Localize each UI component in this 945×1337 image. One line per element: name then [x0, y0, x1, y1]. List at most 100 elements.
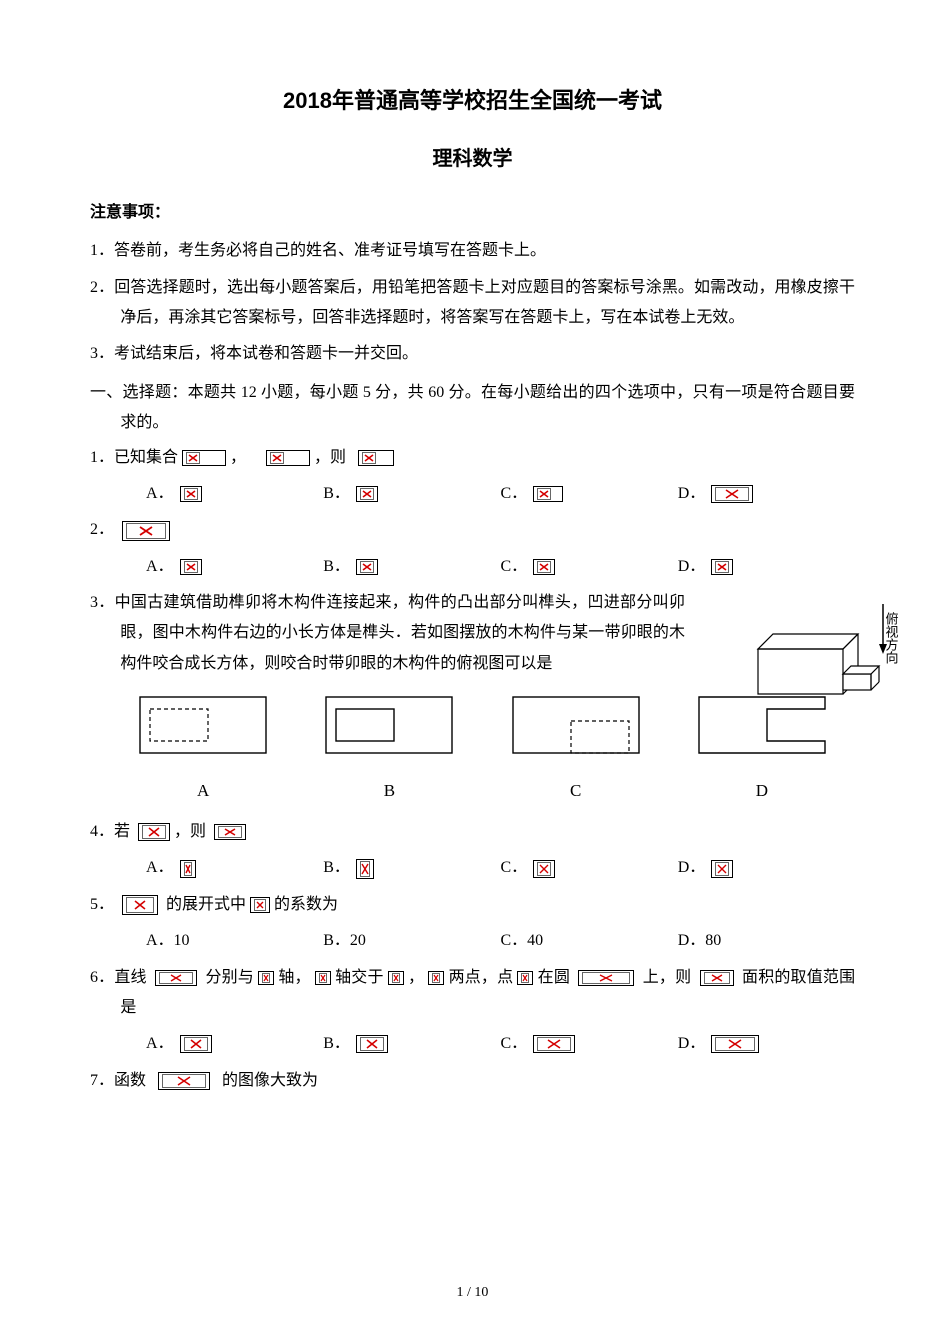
broken-image-icon	[700, 970, 734, 986]
q3-opt-c-shape: C	[503, 695, 649, 807]
q2-opt-d: D．	[678, 552, 706, 582]
broken-image-icon	[711, 860, 733, 878]
q2-opt-b: B．	[323, 552, 350, 582]
q3-opt-c: C	[503, 775, 649, 807]
question-2: 2．	[90, 515, 855, 545]
q3-opt-a: A	[130, 775, 276, 807]
broken-image-icon	[122, 895, 158, 915]
q6-options: A． B． C． D．	[90, 1029, 855, 1059]
question-1: 1．已知集合 ， ，则	[90, 443, 855, 473]
q4-opt-d: D．	[678, 853, 706, 883]
broken-image-icon	[155, 970, 197, 986]
q1-stem-b: ，	[230, 449, 246, 466]
q6-opt-c: C．	[501, 1029, 528, 1059]
q4-options: A． B． C． D．	[90, 853, 855, 883]
broken-image-icon	[266, 450, 310, 466]
broken-image-icon	[180, 486, 202, 502]
q6-stem-d: 轴交于	[335, 969, 384, 986]
q3-opt-a-shape: A	[130, 695, 276, 807]
page-footer: 1 / 10	[0, 1280, 945, 1307]
q2-opt-a: A．	[146, 552, 174, 582]
broken-image-icon	[180, 860, 196, 878]
q1-opt-d: D．	[678, 479, 706, 509]
q4-opt-b: B．	[323, 853, 350, 883]
q1-opt-c: C．	[501, 479, 528, 509]
q6-opt-d: D．	[678, 1029, 706, 1059]
q7-stem-b: 的图像大致为	[222, 1072, 318, 1089]
q6-stem-a: 6．直线	[90, 969, 147, 986]
broken-image-icon	[214, 824, 246, 840]
q6-opt-b: B．	[323, 1029, 350, 1059]
section-1-head: 一、选择题：本题共 12 小题，每小题 5 分，共 60 分。在每小题给出的四个…	[90, 378, 855, 439]
q1-opt-b: B．	[323, 479, 350, 509]
broken-image-icon	[122, 521, 170, 541]
q4-opt-a: A．	[146, 853, 174, 883]
broken-image-icon	[533, 486, 563, 502]
q5-opt-c: C．40	[501, 926, 544, 956]
title-sub: 理科数学	[90, 140, 855, 178]
broken-image-icon	[356, 1035, 388, 1053]
q4-stem-b: ，则	[174, 823, 206, 840]
q6-stem-g: 在圆	[538, 969, 570, 986]
q5-opt-b: B．20	[323, 926, 366, 956]
broken-image-icon	[533, 860, 555, 878]
broken-image-icon	[356, 559, 378, 575]
broken-image-icon	[315, 971, 331, 985]
q2-stem: 2．	[90, 521, 114, 538]
q5-stem-b: 的展开式中	[166, 896, 246, 913]
q3-arrow-label: 俯视方向	[884, 611, 899, 664]
q6-stem-h: 上，则	[643, 969, 692, 986]
broken-image-icon	[180, 559, 202, 575]
notes-header: 注意事项：	[90, 198, 855, 228]
question-6: 6．直线 分别与 轴， 轴交于 ， 两点，点 在圆 上，则 面积的取值范围是	[90, 963, 855, 1024]
q1-options: A． B． C． D．	[90, 479, 855, 509]
q4-opt-c: C．	[501, 853, 528, 883]
broken-image-icon	[711, 1035, 759, 1053]
broken-image-icon	[533, 1035, 575, 1053]
broken-image-icon	[388, 971, 404, 985]
q5-opt-a: A．10	[146, 926, 190, 956]
broken-image-icon	[250, 897, 270, 913]
q2-options: A． B． C． D．	[90, 552, 855, 582]
broken-image-icon	[358, 450, 394, 466]
q3-opt-d: D	[689, 775, 835, 807]
q5-stem-a: 5．	[90, 896, 114, 913]
q3-opt-b: B	[316, 775, 462, 807]
q6-opt-a: A．	[146, 1029, 174, 1059]
broken-image-icon	[428, 971, 444, 985]
broken-image-icon	[711, 559, 733, 575]
q1-stem-a: 1．已知集合	[90, 449, 178, 466]
broken-image-icon	[356, 859, 374, 879]
q3-opt-b-shape: B	[316, 695, 462, 807]
broken-image-icon	[138, 823, 170, 841]
q1-stem-c: ，则	[314, 449, 346, 466]
title-main: 2018年普通高等学校招生全国统一考试	[90, 80, 855, 122]
broken-image-icon	[533, 559, 555, 575]
broken-image-icon	[517, 971, 533, 985]
question-4: 4．若 ，则	[90, 817, 855, 847]
q1-opt-a: A．	[146, 479, 174, 509]
note-1: 1．答卷前，考生务必将自己的姓名、准考证号填写在答题卡上。	[90, 236, 855, 266]
broken-image-icon	[158, 1072, 210, 1090]
q6-stem-b: 分别与	[205, 969, 254, 986]
q6-stem-f: 两点，点	[449, 969, 514, 986]
q2-opt-c: C．	[501, 552, 528, 582]
broken-image-icon	[180, 1035, 212, 1053]
q3-options: A B C D	[90, 685, 855, 807]
broken-image-icon	[356, 486, 378, 502]
question-3: 3．中国古建筑借助榫卯将木构件连接起来，构件的凸出部分叫榫头，凹进部分叫卯眼，图…	[90, 588, 855, 679]
q5-options: A．10 B．20 C．40 D．80	[90, 926, 855, 956]
note-2: 2．回答选择题时，选出每小题答案后，用铅笔把答题卡上对应题目的答案标号涂黑。如需…	[90, 273, 855, 334]
q5-stem-c: 的系数为	[274, 896, 338, 913]
q4-stem-a: 4．若	[90, 823, 130, 840]
q6-stem-e: ，	[408, 969, 424, 986]
q7-stem-a: 7．函数	[90, 1072, 146, 1089]
question-5: 5． 的展开式中 的系数为	[90, 890, 855, 920]
broken-image-icon	[182, 450, 226, 466]
note-3: 3．考试结束后，将本试卷和答题卡一并交回。	[90, 339, 855, 369]
broken-image-icon	[711, 485, 753, 503]
q6-stem-c: 轴，	[278, 969, 310, 986]
question-7: 7．函数 的图像大致为	[90, 1066, 855, 1096]
q5-opt-d: D．80	[678, 926, 722, 956]
q3-3d-figure: 俯视方向	[743, 594, 903, 724]
